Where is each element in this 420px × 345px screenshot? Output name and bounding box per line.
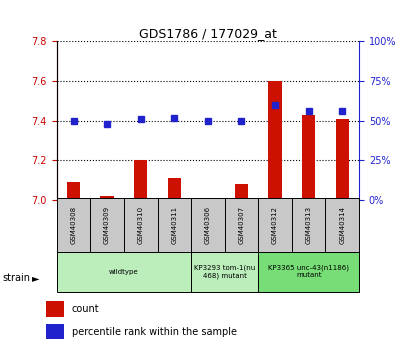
Text: strain: strain xyxy=(2,273,30,283)
Bar xyxy=(134,160,147,200)
Bar xyxy=(124,198,158,252)
Text: GSM40314: GSM40314 xyxy=(339,206,345,244)
Bar xyxy=(268,81,282,200)
Bar xyxy=(336,119,349,200)
Bar xyxy=(168,178,181,200)
Text: count: count xyxy=(71,304,99,314)
Bar xyxy=(46,324,64,339)
Bar xyxy=(235,184,248,200)
Bar xyxy=(258,198,292,252)
Bar xyxy=(90,198,124,252)
Bar xyxy=(191,198,225,252)
Bar xyxy=(191,252,258,292)
Text: GSM40311: GSM40311 xyxy=(171,206,177,244)
Text: ►: ► xyxy=(32,273,39,283)
Bar xyxy=(225,198,258,252)
Text: KP3293 tom-1(nu
468) mutant: KP3293 tom-1(nu 468) mutant xyxy=(194,265,255,279)
Bar xyxy=(158,198,191,252)
Bar xyxy=(57,198,90,252)
Bar xyxy=(100,196,114,200)
Bar xyxy=(326,198,359,252)
Text: percentile rank within the sample: percentile rank within the sample xyxy=(71,327,236,337)
Text: GSM40308: GSM40308 xyxy=(71,206,76,244)
Bar xyxy=(67,182,80,200)
Text: GSM40310: GSM40310 xyxy=(138,206,144,244)
Bar xyxy=(258,252,359,292)
Bar xyxy=(292,198,326,252)
Bar xyxy=(46,301,64,317)
Text: GSM40306: GSM40306 xyxy=(205,206,211,244)
Text: GSM40313: GSM40313 xyxy=(306,206,312,244)
Text: GSM40309: GSM40309 xyxy=(104,206,110,244)
Bar xyxy=(201,198,215,200)
Text: wildtype: wildtype xyxy=(109,269,139,275)
Title: GDS1786 / 177029_at: GDS1786 / 177029_at xyxy=(139,27,277,40)
Text: KP3365 unc-43(n1186)
mutant: KP3365 unc-43(n1186) mutant xyxy=(268,265,349,278)
Bar xyxy=(57,252,191,292)
Text: GSM40312: GSM40312 xyxy=(272,206,278,244)
Text: GSM40307: GSM40307 xyxy=(239,206,244,244)
Bar xyxy=(302,115,315,200)
